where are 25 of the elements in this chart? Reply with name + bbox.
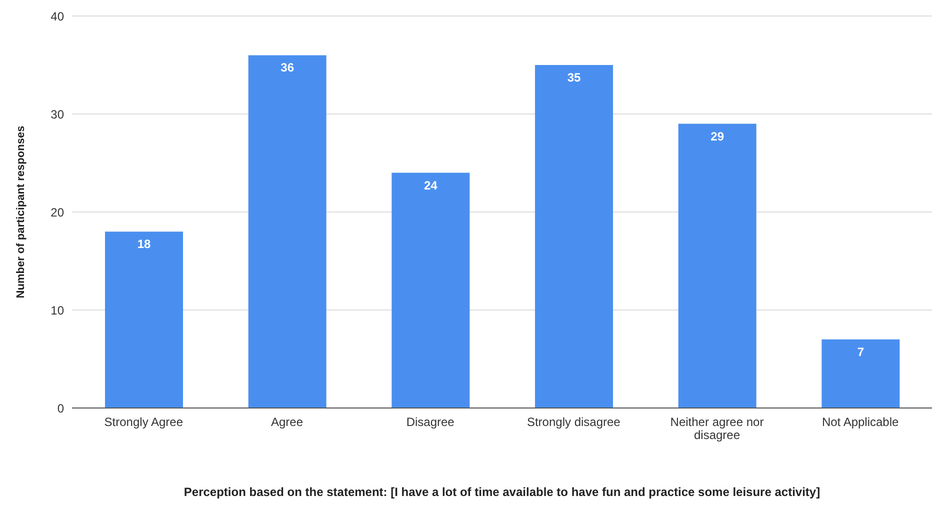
bar xyxy=(392,172,470,408)
x-axis-title: Perception based on the statement: [I have a lot of time available to have fun and practice some leisure activity] xyxy=(184,485,820,499)
bar xyxy=(822,339,900,408)
y-tick-label: 0 xyxy=(57,401,64,416)
x-tick-label: Disagree xyxy=(406,415,455,429)
x-tick-label: Not Applicable xyxy=(822,415,900,429)
bar xyxy=(105,232,183,408)
y-axis-title: Number of participant responses xyxy=(14,126,27,298)
data-label: 7 xyxy=(857,344,864,359)
data-label: 24 xyxy=(424,178,438,192)
y-tick-label: 10 xyxy=(50,303,64,318)
bar xyxy=(678,124,756,408)
y-tick-label: 40 xyxy=(50,9,64,24)
y-tick-label: 30 xyxy=(50,107,64,122)
x-tick-label: Strongly disagree xyxy=(526,415,621,429)
data-label: 36 xyxy=(280,60,294,75)
data-label: 35 xyxy=(567,70,581,85)
bar xyxy=(248,55,326,408)
x-tick-label: Strongly Agree xyxy=(104,415,184,429)
y-tick-label: 20 xyxy=(50,205,64,220)
x-tick-label: Agree xyxy=(270,415,304,429)
data-label: 18 xyxy=(137,237,151,252)
bar xyxy=(535,65,613,408)
x-tick-label: Neither agree nor disagree xyxy=(670,415,764,442)
data-label: 29 xyxy=(710,129,724,144)
